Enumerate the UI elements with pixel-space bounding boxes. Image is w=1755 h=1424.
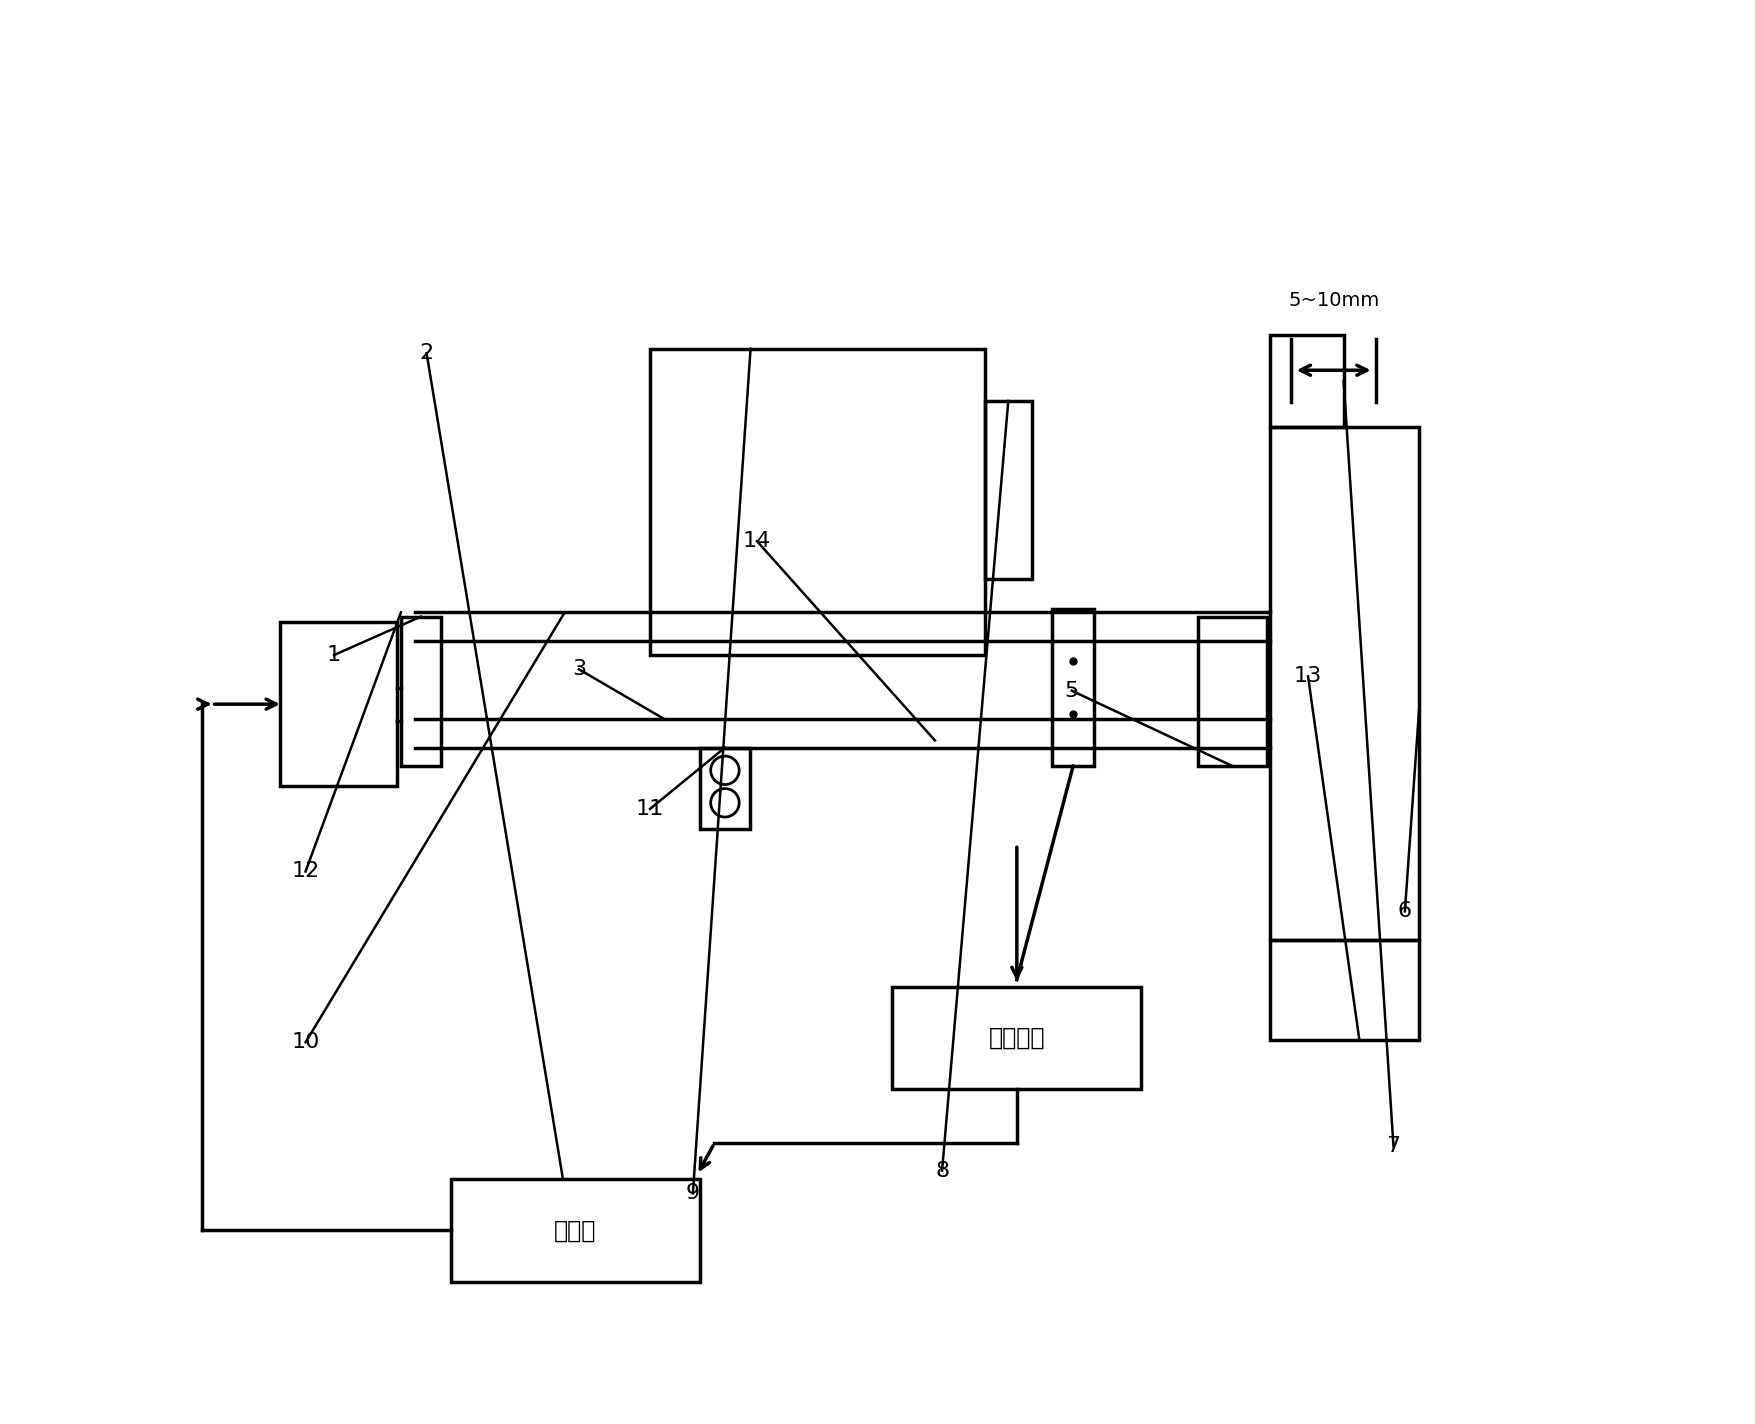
Bar bbox=[1269, 335, 1343, 427]
Text: 12: 12 bbox=[291, 862, 319, 881]
Text: 7: 7 bbox=[1386, 1136, 1400, 1156]
Text: 信号调理: 信号调理 bbox=[988, 1027, 1044, 1049]
Text: 控制器: 控制器 bbox=[555, 1219, 597, 1242]
Bar bbox=[1269, 940, 1418, 1040]
Bar bbox=[892, 987, 1141, 1089]
Text: 5: 5 bbox=[1064, 681, 1078, 701]
Bar bbox=[451, 1179, 700, 1282]
Bar bbox=[1197, 617, 1265, 766]
Bar bbox=[1051, 609, 1093, 766]
Text: 10: 10 bbox=[291, 1032, 319, 1052]
Bar bbox=[700, 748, 749, 829]
Text: 9: 9 bbox=[686, 1183, 700, 1203]
Text: 8: 8 bbox=[934, 1161, 949, 1180]
Text: 14: 14 bbox=[742, 531, 770, 551]
Text: 13: 13 bbox=[1293, 666, 1322, 686]
Text: 2: 2 bbox=[419, 343, 433, 363]
Bar bbox=[279, 622, 397, 786]
Text: 1: 1 bbox=[326, 645, 340, 665]
Text: 6: 6 bbox=[1397, 901, 1411, 921]
Text: 5~10mm: 5~10mm bbox=[1288, 292, 1378, 310]
Text: 3: 3 bbox=[572, 659, 586, 679]
Bar bbox=[649, 349, 985, 655]
Bar bbox=[1269, 427, 1418, 940]
Text: 11: 11 bbox=[635, 799, 663, 819]
Bar bbox=[985, 402, 1032, 578]
Bar bbox=[400, 617, 441, 766]
